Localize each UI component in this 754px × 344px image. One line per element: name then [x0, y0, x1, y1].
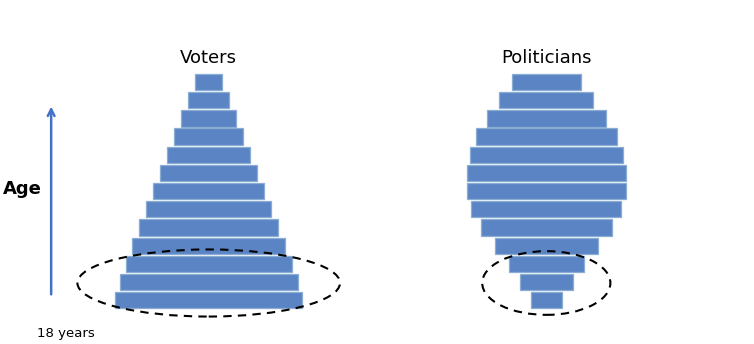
Text: Voters: Voters [180, 49, 238, 67]
Bar [467, 165, 626, 181]
Bar [120, 274, 298, 290]
Bar [512, 74, 581, 90]
Bar [181, 110, 236, 127]
Bar [476, 128, 617, 145]
Bar [467, 183, 626, 199]
Bar [126, 256, 292, 272]
Bar [480, 219, 612, 236]
Bar [132, 237, 285, 254]
Bar [174, 128, 243, 145]
Text: Politicians: Politicians [501, 49, 592, 67]
Bar [531, 292, 562, 309]
Bar [499, 92, 593, 108]
Bar [520, 274, 573, 290]
Bar [470, 147, 623, 163]
Bar [195, 74, 222, 90]
Bar [146, 201, 271, 217]
Bar [115, 292, 302, 309]
Bar [471, 201, 621, 217]
Text: Age: Age [3, 180, 41, 198]
Bar [161, 165, 257, 181]
Bar [188, 92, 229, 108]
Bar [487, 110, 605, 127]
Text: 18 years: 18 years [37, 327, 94, 340]
Bar [139, 219, 278, 236]
Bar [167, 147, 250, 163]
Bar [495, 237, 598, 254]
Bar [509, 256, 584, 272]
Bar [153, 183, 265, 199]
